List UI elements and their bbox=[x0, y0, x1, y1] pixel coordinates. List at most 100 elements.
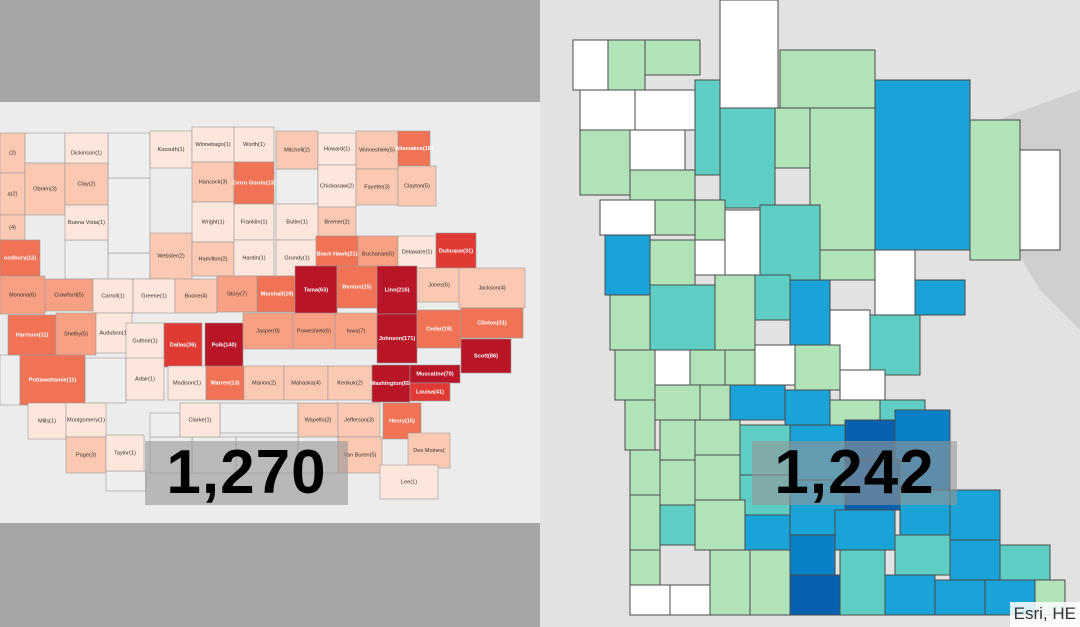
mn-county-37 bbox=[689, 349, 726, 386]
county-label: Crawford(5) bbox=[54, 292, 84, 298]
mn-county-63 bbox=[949, 489, 1001, 541]
mn-county-16 bbox=[629, 169, 696, 201]
mn-county-76 bbox=[749, 549, 791, 616]
county-no-data bbox=[105, 470, 147, 492]
county-label: Marion(2) bbox=[252, 380, 276, 386]
iowa-total-box: 1,270 bbox=[145, 441, 348, 505]
mn-county-17 bbox=[599, 199, 656, 236]
mn-county-40 bbox=[794, 344, 841, 391]
mn-county-51 bbox=[694, 419, 741, 456]
county-29 bbox=[397, 235, 437, 269]
minnesota-county-map bbox=[540, 0, 1080, 627]
county-43 bbox=[458, 267, 526, 309]
county-49 bbox=[204, 322, 244, 368]
county-label: Story(7) bbox=[227, 291, 247, 297]
county-label: Monona(6) bbox=[9, 292, 36, 298]
county-5 bbox=[275, 130, 319, 170]
county-label: Wright(1) bbox=[202, 219, 225, 225]
county-3 bbox=[191, 126, 235, 163]
mn-county-73 bbox=[629, 584, 671, 616]
county-50 bbox=[242, 312, 294, 350]
county-label: Henry(15) bbox=[389, 418, 415, 424]
county-label: Poweshiek(6) bbox=[297, 328, 331, 334]
mn-county-78 bbox=[839, 549, 886, 616]
county-label: Greene(1) bbox=[141, 293, 167, 299]
county-label: Clinton(31) bbox=[477, 320, 506, 326]
county-label: Adair(1) bbox=[135, 376, 155, 382]
county-label: Cedar(19) bbox=[426, 326, 452, 332]
county-17 bbox=[0, 214, 26, 241]
mn-county-71 bbox=[949, 539, 1001, 581]
map-attribution: Esri, HE bbox=[1009, 602, 1080, 627]
mn-county-56 bbox=[629, 494, 661, 551]
county-52 bbox=[334, 312, 378, 350]
mn-county-26 bbox=[649, 239, 696, 286]
county-55 bbox=[460, 307, 524, 339]
bottom-gray-band bbox=[0, 523, 540, 627]
mn-county-0 bbox=[572, 39, 609, 91]
mn-county-30 bbox=[714, 274, 756, 351]
county-23 bbox=[149, 232, 193, 280]
county-69 bbox=[179, 402, 221, 438]
county-19 bbox=[191, 201, 235, 243]
mn-county-45 bbox=[729, 384, 786, 421]
county-4 bbox=[233, 126, 275, 163]
county-71 bbox=[337, 402, 381, 438]
county-label: Cerro Gordo(13) bbox=[232, 180, 275, 186]
county-label: Dubuque(31) bbox=[439, 248, 473, 254]
mn-county-32 bbox=[789, 279, 831, 346]
county-label: Johnson(171) bbox=[379, 336, 416, 342]
mn-county-34 bbox=[869, 314, 921, 376]
mn-county-57 bbox=[659, 459, 696, 506]
county-label: Van Buren(5) bbox=[344, 452, 377, 458]
county-66 bbox=[409, 382, 451, 402]
county-60 bbox=[205, 365, 245, 401]
county-label: Kossuth(1) bbox=[157, 147, 184, 153]
county-label: Madison(1) bbox=[173, 380, 201, 386]
county-label: Marshall(19) bbox=[261, 291, 294, 297]
county-label: Hancock(3) bbox=[199, 179, 228, 185]
mn-county-10 bbox=[694, 79, 721, 176]
mn-county-65 bbox=[659, 504, 696, 546]
mn-county-67 bbox=[744, 514, 791, 551]
county-label: Mitchell(2) bbox=[284, 147, 310, 153]
mn-county-20 bbox=[724, 209, 761, 276]
mn-county-15 bbox=[629, 129, 686, 171]
county-label: Pottawattamie(11) bbox=[29, 377, 77, 383]
mn-county-1 bbox=[607, 39, 646, 91]
mn-county-19 bbox=[694, 199, 726, 241]
county-label: Jones(6) bbox=[428, 282, 450, 288]
mn-county-70 bbox=[894, 534, 951, 576]
mn-county-12 bbox=[774, 107, 811, 169]
mn-county-13 bbox=[809, 107, 876, 254]
county-label: Jackson(4) bbox=[478, 285, 505, 291]
county-47 bbox=[125, 322, 165, 360]
county-no-data bbox=[275, 168, 319, 205]
mn-county-27 bbox=[694, 239, 726, 276]
county-label: Dallas(36) bbox=[170, 342, 197, 348]
county-no-data bbox=[24, 132, 66, 164]
county-12 bbox=[191, 161, 235, 203]
county-label: Winnebago(1) bbox=[195, 142, 230, 148]
county-no-data bbox=[64, 239, 109, 280]
mn-county-58 bbox=[694, 454, 741, 501]
county-54 bbox=[416, 309, 462, 349]
mn-county-39 bbox=[754, 344, 796, 386]
county-45 bbox=[55, 312, 97, 356]
county-33 bbox=[44, 278, 94, 312]
mn-county-28 bbox=[609, 294, 651, 351]
mn-county-36 bbox=[654, 349, 691, 386]
county-no-data bbox=[84, 357, 127, 404]
county-14 bbox=[317, 164, 357, 208]
mn-county-41 bbox=[839, 369, 886, 401]
county-11 bbox=[64, 162, 109, 206]
county-16 bbox=[397, 165, 437, 207]
county-63 bbox=[327, 365, 373, 401]
county-label: Keokuk(2) bbox=[337, 380, 363, 386]
mn-county-69 bbox=[834, 509, 896, 551]
county-label: Worth(1) bbox=[243, 142, 265, 148]
county-no-data bbox=[0, 354, 21, 406]
county-no-data bbox=[149, 412, 181, 438]
county-48 bbox=[163, 322, 203, 368]
county-40 bbox=[336, 265, 378, 309]
